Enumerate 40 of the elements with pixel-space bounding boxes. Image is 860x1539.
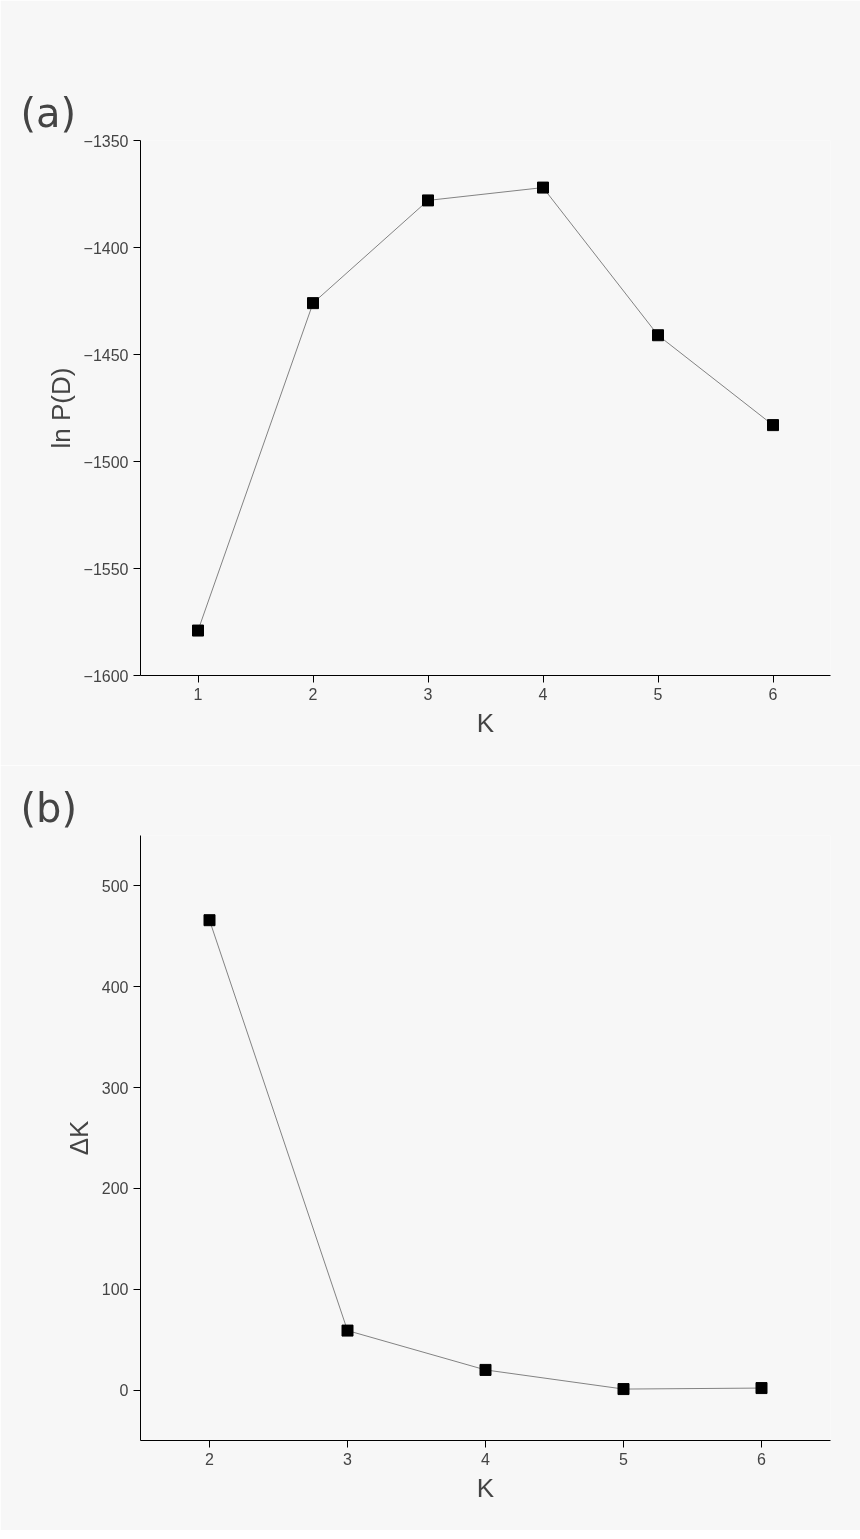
chart-title: (b) bbox=[20, 784, 78, 831]
point bbox=[341, 1324, 354, 1337]
point bbox=[767, 419, 779, 432]
y-axis-title: ΔK bbox=[63, 1119, 94, 1156]
x-tick-label: 5 bbox=[653, 685, 663, 703]
point bbox=[755, 1382, 768, 1395]
x-axis-title: K bbox=[476, 707, 495, 738]
x-tick-label: 4 bbox=[481, 1450, 491, 1468]
x-tick-label: 6 bbox=[757, 1450, 767, 1468]
y-tick-label: −1500 bbox=[83, 453, 129, 471]
x-tick-label: 4 bbox=[538, 685, 548, 703]
point bbox=[203, 914, 216, 927]
y-axis-title: ln P(D) bbox=[45, 367, 76, 449]
x-tick-label: 5 bbox=[619, 1450, 629, 1468]
x-tick-label: 1 bbox=[193, 685, 203, 703]
x-tick-label: 2 bbox=[308, 685, 318, 703]
x-tick-label: 3 bbox=[343, 1450, 353, 1468]
point bbox=[537, 181, 549, 194]
y-tick-label: 200 bbox=[101, 1180, 129, 1198]
x-tick-label: 3 bbox=[423, 685, 433, 703]
y-tick-label: −1350 bbox=[83, 132, 129, 150]
x-tick-label: 6 bbox=[768, 685, 778, 703]
point bbox=[307, 297, 319, 310]
y-tick-label: −1550 bbox=[83, 560, 129, 578]
y-tick-label: 400 bbox=[101, 978, 129, 996]
point bbox=[617, 1383, 630, 1396]
y-tick-label: −1600 bbox=[83, 667, 129, 685]
y-tick-label: 300 bbox=[101, 1079, 129, 1097]
point bbox=[192, 624, 204, 637]
y-tick-label: 100 bbox=[101, 1281, 129, 1299]
point bbox=[479, 1363, 492, 1376]
point bbox=[652, 329, 664, 342]
y-tick-label: −1450 bbox=[83, 346, 129, 364]
point bbox=[422, 194, 434, 207]
y-tick-label: 0 bbox=[119, 1382, 129, 1400]
x-tick-label: 2 bbox=[205, 1450, 215, 1468]
y-tick-label: −1400 bbox=[83, 239, 129, 257]
x-axis-title: K bbox=[476, 1472, 495, 1503]
y-tick-label: 500 bbox=[101, 877, 129, 895]
chart-title: (a) bbox=[20, 89, 77, 136]
